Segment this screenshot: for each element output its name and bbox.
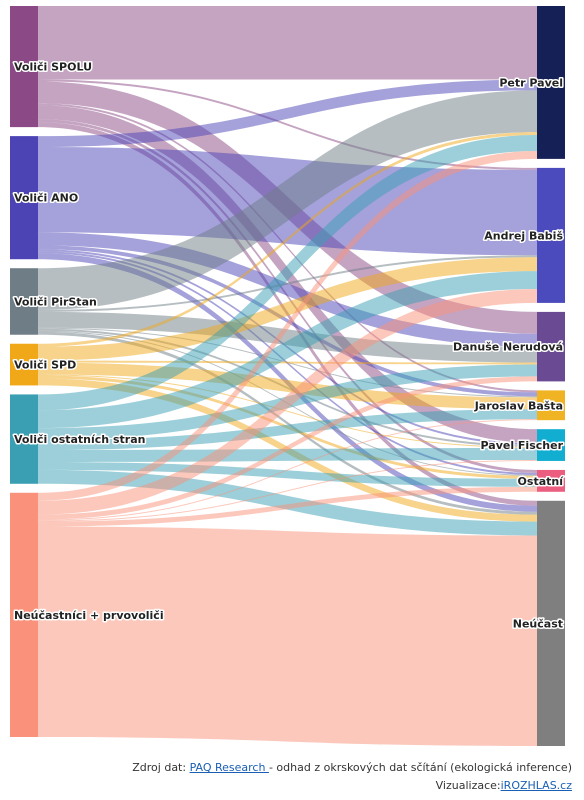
data-source-line: Zdroj dat: PAQ Research - odhad z okrsko…	[132, 761, 572, 774]
target-label-neucast: Neúčast	[513, 617, 563, 630]
link-neucastnici-to-fischer	[38, 459, 537, 522]
source-prefix: Zdroj dat:	[132, 761, 190, 774]
source-node-spolu	[10, 6, 38, 128]
labels-layer: Voliči SPOLU Voliči ANO Voliči PirStan Voli…	[13, 59, 566, 632]
target-label-basta: Jaroslav Bašta	[474, 399, 563, 412]
source-node-spd	[10, 343, 38, 386]
link-spd-to-fischer	[38, 374, 537, 449]
source-label-pirstan: Voliči PirStan	[14, 295, 97, 308]
sankey-diagram: Voliči SPOLU Voliči ANO Voliči PirStan Voli…	[10, 6, 566, 746]
target-label-ostatni: Ostatní	[518, 475, 565, 488]
link-ano-to-pavel	[38, 79, 537, 148]
paq-research-link[interactable]: PAQ Research	[189, 761, 269, 774]
link-ano-to-nerudova	[38, 232, 537, 347]
link-neucastnici-to-ostatni	[38, 486, 537, 527]
irozhlas-link[interactable]: iROZHLAS.cz	[500, 779, 572, 792]
source-label-ostatni_strany: Voliči ostatních stran	[14, 433, 145, 446]
target-label-nerudova: Danuše Nerudová	[453, 341, 563, 354]
link-spolu-to-ostatni	[38, 119, 537, 473]
source-description: - odhad z okrskových dat sčítání (ekolog…	[268, 761, 572, 774]
nodes-layer	[10, 6, 565, 746]
visualization-credit-line: Vizualizace:iROZHLAS.cz	[436, 779, 572, 792]
link-ostatni_strany-to-pavel	[38, 135, 537, 411]
link-ostatni_strany-to-basta	[38, 409, 537, 451]
target-node-pavel	[537, 6, 565, 159]
link-neucastnici-to-nerudova	[38, 376, 537, 520]
target-node-basta	[537, 390, 565, 421]
source-node-ostatni_strany	[10, 394, 38, 484]
link-pirstan-to-neucast	[38, 331, 537, 515]
link-spolu-to-pavel	[38, 6, 537, 80]
link-pirstan-to-babis	[38, 255, 537, 312]
link-spd-to-pavel	[38, 132, 537, 347]
target-label-pavel: Petr Pavel	[499, 76, 563, 89]
source-node-ano	[10, 136, 38, 260]
link-spolu-to-basta	[38, 103, 537, 393]
target-node-fischer	[537, 429, 565, 461]
target-label-babis: Andrej Babiš	[484, 229, 563, 242]
link-ostatni_strany-to-ostatni	[38, 461, 537, 487]
source-label-neucastnici: Neúčastníci + prvovoliči	[14, 609, 164, 622]
source-label-spd: Voliči SPD	[14, 359, 76, 372]
link-neucastnici-to-pavel	[38, 150, 537, 501]
source-node-neucastnici	[10, 492, 38, 737]
link-pirstan-to-pavel	[38, 90, 537, 310]
link-pirstan-to-nerudova	[38, 311, 537, 363]
link-neucastnici-to-basta	[38, 419, 537, 521]
link-spolu-to-babis	[38, 79, 537, 170]
source-label-spolu: Voliči SPOLU	[14, 61, 92, 74]
viz-prefix: Vizualizace:	[435, 779, 501, 792]
source-node-pirstan	[10, 268, 38, 335]
target-node-babis	[537, 167, 565, 303]
links-layer	[38, 6, 537, 746]
target-label-fischer: Pavel Fischer	[481, 439, 564, 452]
target-node-neucast	[537, 500, 565, 746]
target-node-ostatni	[537, 469, 565, 492]
target-node-nerudova	[537, 311, 565, 382]
link-ostatni_strany-to-babis	[38, 271, 537, 429]
link-neucastnici-to-babis	[38, 289, 537, 515]
link-spd-to-babis	[38, 257, 537, 361]
link-spd-to-nerudova	[38, 360, 537, 365]
source-label-ano: Voliči ANO	[14, 192, 78, 205]
link-ano-to-basta	[38, 245, 537, 397]
link-neucastnici-to-neucast	[38, 526, 537, 746]
